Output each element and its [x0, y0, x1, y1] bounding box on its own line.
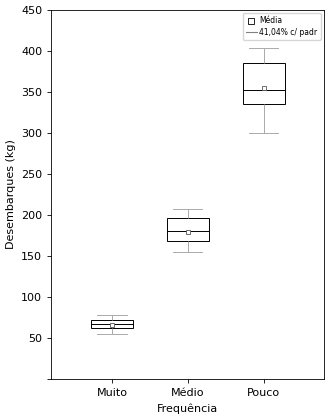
Bar: [91, 320, 133, 328]
Y-axis label: Desembarques (kg): Desembarques (kg): [6, 139, 16, 249]
Bar: [243, 63, 284, 104]
Legend: Média, 41,04% c/ padr: Média, 41,04% c/ padr: [243, 13, 321, 40]
Bar: [167, 218, 209, 241]
X-axis label: Frequência: Frequência: [157, 404, 218, 415]
